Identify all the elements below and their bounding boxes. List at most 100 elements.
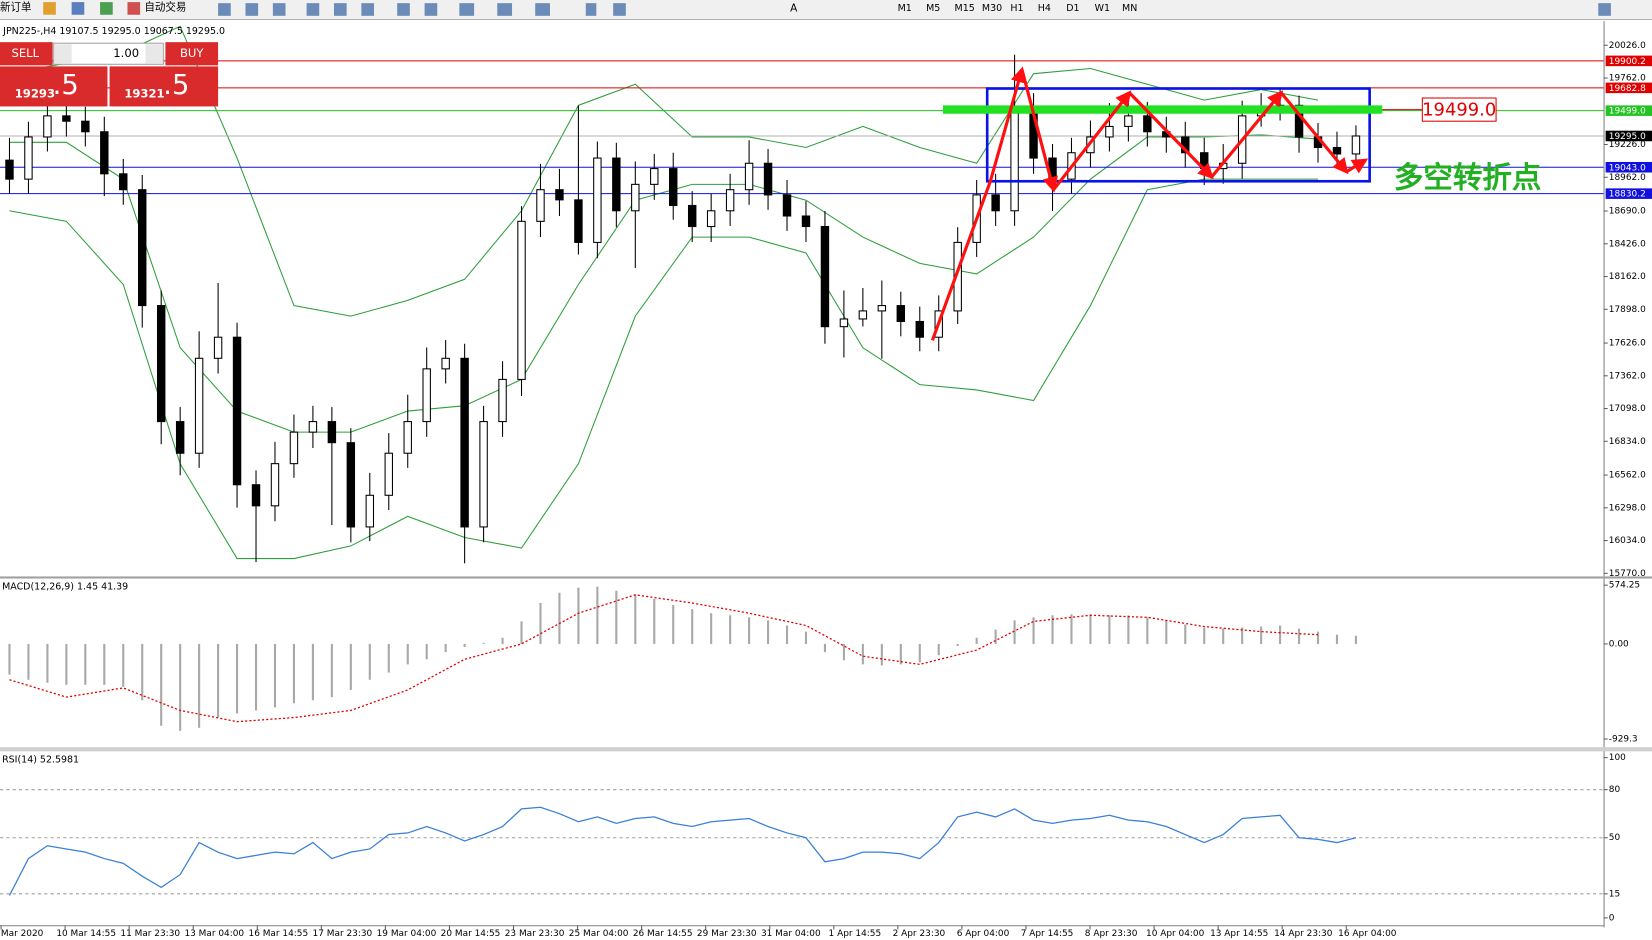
y-tick-label: 16298.0 <box>1609 503 1646 513</box>
icon[interactable] <box>397 3 410 16</box>
candle-body <box>213 336 223 359</box>
timeframe-button[interactable]: MN <box>1122 3 1137 14</box>
buy-price-frac[interactable]: .5 <box>163 70 189 101</box>
y-tick-label: 16034.0 <box>1609 536 1646 546</box>
trend-arrow <box>1128 91 1214 180</box>
candle-body <box>1105 125 1114 138</box>
macd-bar <box>198 643 201 728</box>
lots-value[interactable]: 1.00 <box>113 46 139 60</box>
candle-body <box>327 421 337 444</box>
macd-bar <box>729 615 732 644</box>
icon[interactable] <box>361 3 375 16</box>
buy-price-box[interactable] <box>109 66 219 107</box>
macd-bar <box>217 643 220 718</box>
macd-bar <box>1279 625 1282 644</box>
y-tick-label: 18690.0 <box>1609 207 1646 217</box>
icon[interactable] <box>218 3 231 16</box>
icon[interactable] <box>245 3 259 16</box>
macd-bar <box>785 625 789 644</box>
chart-title: JPN225-,H4 19107.5 19295.0 19067.5 19295… <box>2 26 225 37</box>
macd-bar <box>1260 626 1263 644</box>
auto-trading-icon[interactable] <box>127 2 141 15</box>
timeframe-button[interactable]: M15 <box>955 3 975 14</box>
candle-body <box>81 120 90 133</box>
icon[interactable] <box>100 2 113 15</box>
periods[interactable] <box>497 3 513 16</box>
macd-bar <box>254 643 258 711</box>
templates[interactable] <box>535 3 550 16</box>
search[interactable] <box>1598 3 1611 16</box>
buy-label[interactable]: BUY <box>180 46 204 60</box>
candle-body <box>498 378 507 423</box>
candle-body <box>194 357 204 454</box>
y-tick-label: 15770.0 <box>1609 569 1646 579</box>
icon[interactable] <box>272 3 286 16</box>
macd-bar <box>311 643 314 701</box>
macd-bar <box>672 605 675 644</box>
sell-price[interactable]: 19293 <box>15 86 55 100</box>
sell-button[interactable] <box>0 42 53 66</box>
macd-bar <box>84 643 87 685</box>
candle-body <box>479 421 488 528</box>
icon[interactable] <box>43 2 56 15</box>
zoom-out[interactable] <box>333 3 347 16</box>
timeframe-button[interactable]: M1 <box>898 3 912 14</box>
level-label: 19295.0 <box>1609 132 1646 142</box>
macd-bar <box>1070 614 1073 644</box>
macd-bar <box>634 594 637 644</box>
macd-bar <box>368 643 371 680</box>
macd-bar <box>330 643 333 698</box>
indicators[interactable] <box>459 3 475 16</box>
macd-bar <box>1146 617 1149 644</box>
y-tick-label: 18162.0 <box>1609 272 1646 282</box>
bollinger-middle <box>9 134 1319 433</box>
candle-body <box>593 157 602 243</box>
lots-field[interactable] <box>53 42 164 65</box>
sell-price-box[interactable] <box>0 66 108 107</box>
macd-bar <box>520 621 523 644</box>
lots-down[interactable] <box>54 44 72 64</box>
timeframe-button[interactable]: W1 <box>1095 3 1110 14</box>
y-tick-label: 50 <box>1609 833 1621 843</box>
candle-body <box>669 168 678 206</box>
timeframe-button[interactable]: M30 <box>982 3 1002 14</box>
x-tick-label: 23 Mar 23:30 <box>505 929 565 939</box>
buy-price[interactable]: 19321 <box>124 86 164 100</box>
macd-bar <box>1108 615 1111 644</box>
macd-bar <box>1222 628 1225 644</box>
level-label: 19043.0 <box>1609 163 1646 173</box>
x-tick-label: 25 Mar 04:00 <box>569 929 629 939</box>
timeframe-button[interactable]: H4 <box>1038 3 1051 14</box>
macd-bar <box>804 631 808 644</box>
macd-bar <box>861 643 864 665</box>
cursor-tool[interactable] <box>585 3 597 16</box>
candle-body <box>422 368 431 423</box>
timeframe-button[interactable]: M5 <box>926 3 940 14</box>
panel-separator <box>0 747 1652 752</box>
x-tick-label: 16 Apr 04:00 <box>1338 929 1397 939</box>
trend-arrow <box>1345 158 1369 174</box>
y-tick-label: 19762.0 <box>1609 74 1646 84</box>
buy-button[interactable] <box>165 42 219 66</box>
drawings: 19499.0 多空转折点 <box>930 66 1541 341</box>
zoom-in[interactable] <box>306 3 320 16</box>
icon[interactable] <box>71 2 85 15</box>
text-tool[interactable]: A <box>790 2 798 14</box>
toolbar: 新订单 自动交易 A M1 M5 M15 M30 H1 H4 D1 W1 MN <box>0 0 1652 21</box>
level-label: 19900.2 <box>1609 57 1646 67</box>
timeframe-button[interactable]: D1 <box>1066 3 1079 14</box>
candle-body <box>650 168 659 185</box>
level-label: 19682.8 <box>1609 84 1646 94</box>
icon[interactable] <box>424 3 438 16</box>
macd-bar <box>425 643 428 660</box>
lots-up[interactable] <box>145 44 163 64</box>
auto-trading-button[interactable]: 自动交易 <box>144 0 186 13</box>
crosshair-tool[interactable] <box>613 3 626 16</box>
sell-label[interactable]: SELL <box>11 46 39 60</box>
candle-body <box>441 357 450 370</box>
timeframe-button[interactable]: H1 <box>1010 3 1023 14</box>
sell-price-frac[interactable]: .5 <box>53 70 79 101</box>
macd-bar <box>1032 617 1035 644</box>
candle-body <box>403 421 412 454</box>
new-order-button[interactable]: 新订单 <box>0 0 32 13</box>
